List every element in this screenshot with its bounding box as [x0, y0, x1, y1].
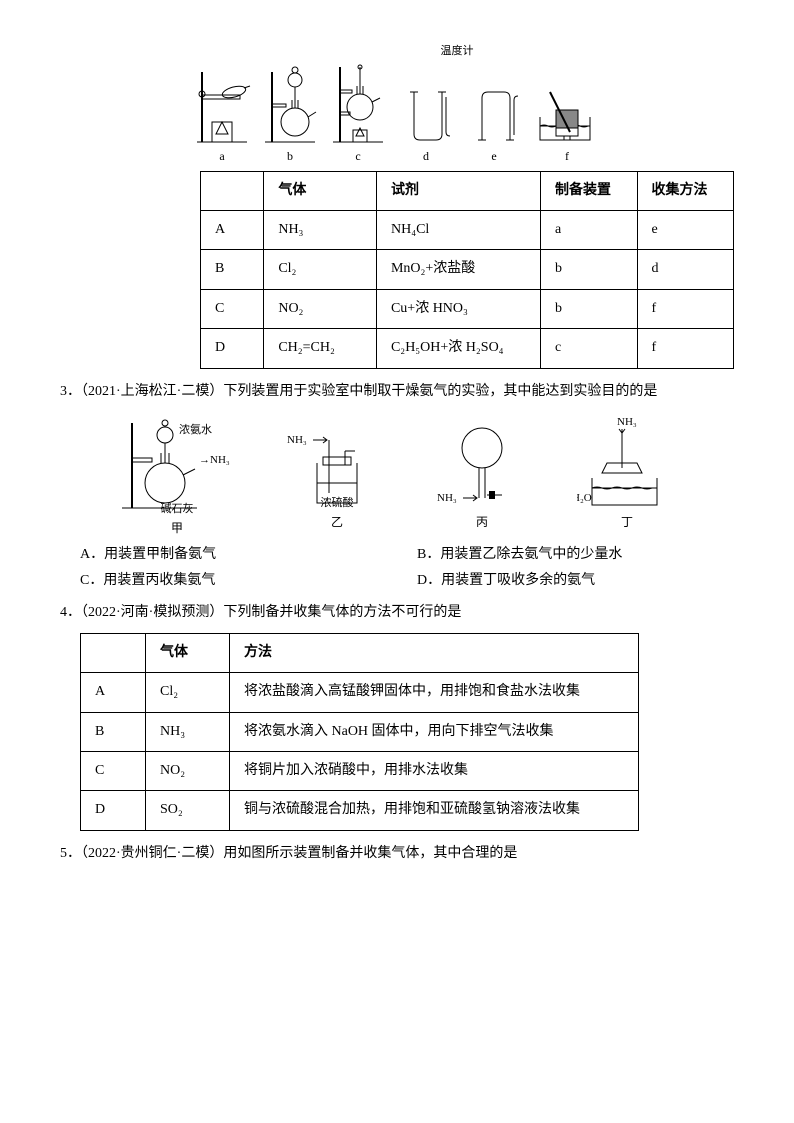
table-q2: 气体 试剂 制备装置 收集方法 ANH₃NH₄Clae BCl₂MnO₂+浓盐酸… [200, 171, 734, 369]
diagram-bing: NH₃ 丙 [437, 413, 527, 538]
th: 试剂 [376, 171, 540, 210]
apparatus-label-c: c [328, 147, 388, 166]
apparatus-label-b: b [260, 147, 320, 166]
apparatus-label-f: f [532, 147, 602, 166]
th: 制备装置 [541, 171, 637, 210]
table-row: ANH₃NH₄Clae [201, 210, 734, 249]
question-3: 3．（2021·上海松江·二模）下列装置用于实验室中制取干燥氨气的实验，其中能达… [60, 381, 734, 403]
option-b: B．用装置乙除去氨气中的少量水 [397, 542, 734, 568]
apparatus-b: b [260, 62, 320, 166]
apparatus-d: d [396, 62, 456, 166]
table-row: 气体 方法 [81, 633, 639, 672]
svg-text:浓氨水: 浓氨水 [179, 423, 212, 436]
table-row: ACl₂将浓盐酸滴入高锰酸钾固体中，用排饱和食盐水法收集 [81, 673, 639, 712]
svg-text:NH₃: NH₃ [287, 434, 307, 446]
apparatus-label-a: a [192, 147, 252, 166]
question-5: 5．（2022·贵州铜仁·二模）用如图所示装置制备并收集气体，其中合理的是 [60, 843, 734, 865]
label-jia: 甲 [117, 519, 237, 538]
table-q4: 气体 方法 ACl₂将浓盐酸滴入高锰酸钾固体中，用排饱和食盐水法收集 BNH₃将… [80, 633, 639, 831]
apparatus-e: e [464, 62, 524, 166]
q3-diagrams: 浓氨水 →NH₃ 碱石灰 甲 NH₃ 浓硫酸 乙 NH₃ [60, 413, 734, 538]
table-row: CNO₂将铜片加入浓硝酸中，用排水法收集 [81, 752, 639, 791]
table-row: BNH₃将浓氨水滴入 NaOH 固体中，用向下排空气法收集 [81, 712, 639, 751]
apparatus-f: f [532, 62, 602, 166]
th: 气体 [264, 171, 377, 210]
th: 气体 [146, 633, 230, 672]
nong-liusuan-label: 浓硫酸 [287, 495, 387, 513]
option-c: C．用装置丙收集氨气 [60, 568, 397, 594]
option-d: D．用装置丁吸收多余的氨气 [397, 568, 734, 594]
svg-text:H₂O: H₂O [577, 492, 592, 504]
th: 收集方法 [637, 171, 734, 210]
table-row: DCH₂=CH₂C₂H₅OH+浓 H₂SO₄cf [201, 329, 734, 368]
apparatus-label-e: e [464, 147, 524, 166]
table-row: DSO₂铜与浓硫酸混合加热，用排饱和亚硫酸氢钠溶液法收集 [81, 791, 639, 830]
table-row: 气体 试剂 制备装置 收集方法 [201, 171, 734, 210]
svg-text:→NH₃: →NH₃ [199, 454, 230, 466]
diagram-yi: NH₃ 浓硫酸 乙 [287, 413, 387, 538]
option-a: A．用装置甲制备氨气 [60, 542, 397, 568]
apparatus-label-d: d [396, 147, 456, 166]
apparatus-figure-row: a b c [60, 62, 734, 166]
apparatus-c: c [328, 62, 388, 166]
apparatus-a: a [192, 62, 252, 166]
label-yi: 乙 [287, 513, 387, 532]
question-4: 4．（2022·河南·模拟预测）下列制备并收集气体的方法不可行的是 [60, 602, 734, 624]
th [201, 171, 264, 210]
svg-text:NH₃: NH₃ [437, 492, 457, 504]
jianshihui-label: 碱石灰 [117, 501, 237, 519]
table-row: BCl₂MnO₂+浓盐酸bd [201, 250, 734, 289]
thermometer-label: 温度计 [441, 45, 474, 57]
svg-text:NH₃: NH₃ [617, 416, 637, 428]
label-ding: 丁 [577, 513, 677, 532]
th: 方法 [230, 633, 639, 672]
th [81, 633, 146, 672]
diagram-ding: NH₃ H₂O 丁 [577, 413, 677, 538]
table-row: CNO₂Cu+浓 HNO₃bf [201, 289, 734, 328]
label-bing: 丙 [437, 513, 527, 532]
q3-options: A．用装置甲制备氨气 B．用装置乙除去氨气中的少量水 C．用装置丙收集氨气 D．… [60, 542, 734, 595]
diagram-jia: 浓氨水 →NH₃ 碱石灰 甲 [117, 413, 237, 538]
